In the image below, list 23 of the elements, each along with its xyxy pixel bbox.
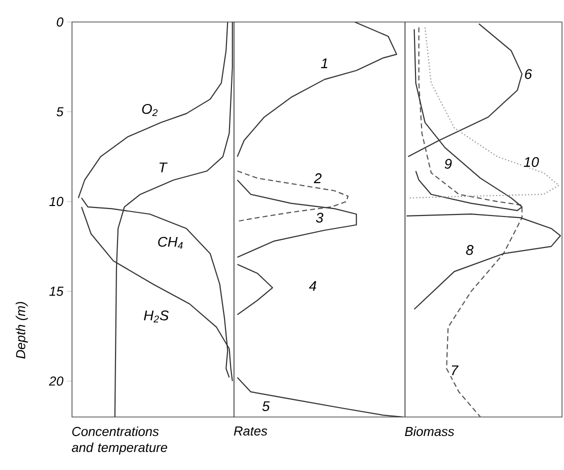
series-label: 9 [444,158,452,169]
series-label: H$_{2}$S [144,310,169,322]
y-tick-label: 15 [49,286,64,296]
series-label: 1 [321,58,328,68]
x-axis-title: Biomass [404,426,454,436]
series-label: 6 [525,69,532,80]
series-label: 7 [452,365,459,376]
series-label: CH$_{4}$ [158,236,183,249]
series-label: 3 [316,212,324,223]
x-axis-title: Concentrations and temperature [72,426,168,455]
y-tick-label: 5 [56,107,64,116]
series-label: O$_{2}$ [142,104,158,116]
series-label: 5 [262,401,270,412]
y-tick-label: 20 [48,376,64,386]
text: 4 [309,281,316,291]
series-label: 2 [314,173,322,184]
series-label: T [160,162,168,172]
y-tick-label: 10 [49,196,64,206]
y-axis-title: Depth (m) [16,302,28,359]
y-tick-label: 0 [56,17,64,27]
x-axis-title: Rates [234,426,268,436]
series-label: 10 [524,157,539,167]
series-label: 8 [466,245,474,255]
